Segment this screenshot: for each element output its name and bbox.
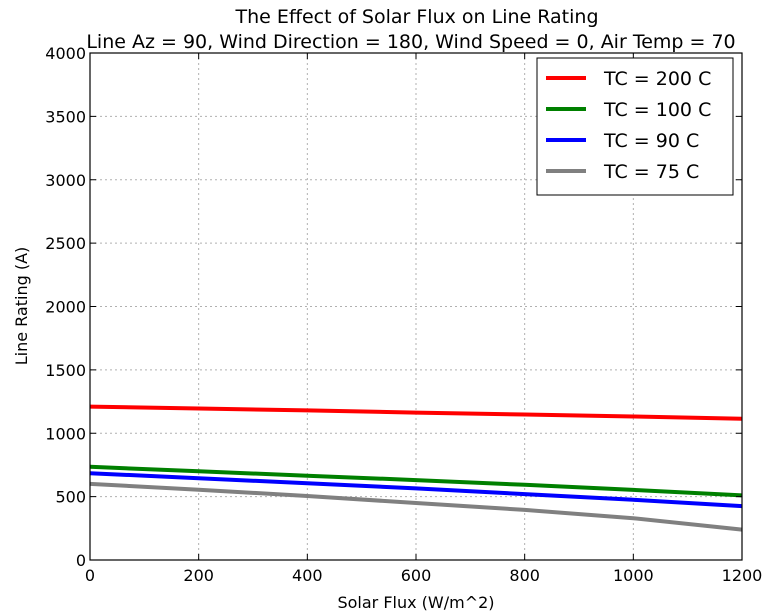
series-line [89, 471, 743, 509]
series-line [89, 404, 743, 421]
legend-label: TC = 90 C [603, 130, 699, 152]
x-tick-label: 1000 [613, 566, 654, 585]
y-tick-label: 3000 [45, 171, 86, 190]
x-tick-label: 0 [85, 566, 95, 585]
y-tick-label: 4000 [45, 44, 86, 63]
x-tick-label: 400 [292, 566, 323, 585]
legend-label: TC = 75 C [603, 161, 699, 183]
x-axis-label: Solar Flux (W/m^2) [337, 593, 494, 612]
y-tick-label: 0 [76, 551, 86, 570]
y-tick-label: 1000 [45, 424, 86, 443]
x-tick-label: 200 [183, 566, 214, 585]
x-tick-label: 800 [509, 566, 540, 585]
y-tick-label: 2500 [45, 234, 86, 253]
y-axis-label: Line Rating (A) [12, 247, 31, 366]
y-tick-label: 3500 [45, 107, 86, 126]
series-line [89, 464, 743, 498]
chart-title: The Effect of Solar Flux on Line Rating [234, 6, 598, 28]
legend-label: TC = 100 C [603, 99, 711, 121]
x-tick-label: 1200 [722, 566, 763, 585]
legend-label: TC = 200 C [603, 68, 711, 90]
x-tick-label: 600 [401, 566, 432, 585]
y-tick-label: 2000 [45, 298, 86, 317]
y-tick-label: 1500 [45, 361, 86, 380]
legend: TC = 200 C TC = 100 C TC = 90 C TC = 75 C [536, 57, 734, 196]
chart-subtitle: Line Az = 90, Wind Direction = 180, Wind… [86, 31, 735, 53]
y-tick-label: 500 [55, 488, 86, 507]
series-line [89, 481, 743, 532]
series-lines [89, 404, 743, 532]
axis-ticks: 0 200 400 600 800 1000 1200 0 500 1000 1500 2000 250… [45, 44, 762, 585]
